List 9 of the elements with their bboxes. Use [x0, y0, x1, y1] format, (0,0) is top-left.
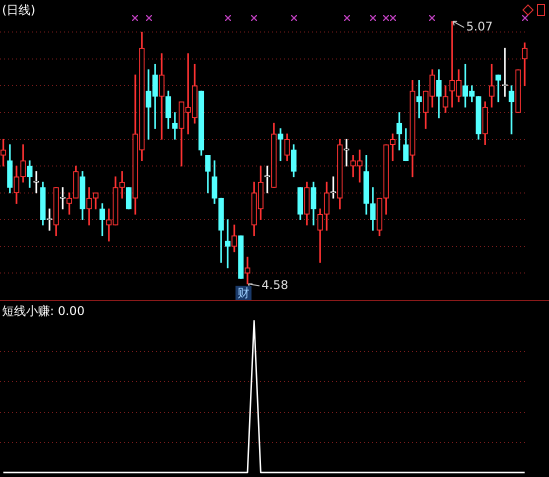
candlestick [278, 128, 284, 162]
chart-title: (日线) [2, 2, 36, 19]
annotation: 5.07 [466, 20, 493, 34]
candlestick [508, 85, 514, 134]
annotation: 4.58 [262, 278, 288, 292]
candlestick [344, 138, 350, 166]
annotation: 财 [238, 286, 250, 300]
chart-title: 短线小赚: 0.00 [2, 303, 85, 320]
candlestick [244, 256, 250, 284]
